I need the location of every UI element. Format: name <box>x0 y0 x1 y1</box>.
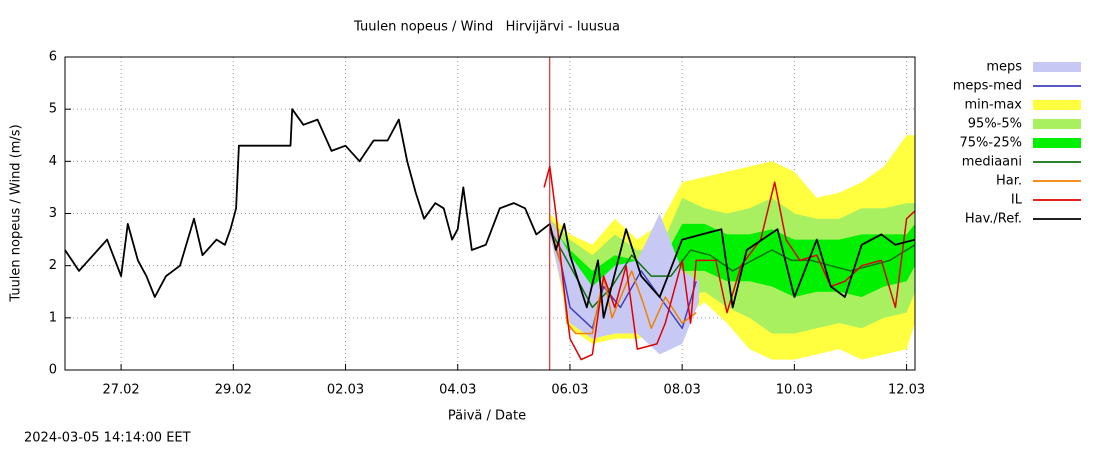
band-area <box>549 213 699 355</box>
legend-label: 75%-25% <box>960 136 1022 151</box>
x-tick-label: 29.02 <box>215 383 252 398</box>
y-tick-label: 3 <box>49 206 57 221</box>
timestamp: 2024-03-05 14:14:00 EET <box>24 431 191 446</box>
plot-frame <box>64 56 916 371</box>
legend-label: 95%-5% <box>968 117 1022 132</box>
y-tick-label: 0 <box>49 363 57 378</box>
legend-swatch <box>1033 62 1081 72</box>
chart-title: Tuulen nopeus / Wind Hirvijärvi - luusua <box>353 20 620 35</box>
legend-label: IL <box>1011 193 1023 208</box>
x-tick-label: 10.03 <box>776 383 813 398</box>
y-tick-label: 5 <box>49 102 57 117</box>
x-axis-label: Päivä / Date <box>448 409 526 424</box>
series-line <box>64 108 916 319</box>
y-tick-label: 1 <box>49 310 57 325</box>
legend-label: mediaani <box>962 155 1022 170</box>
x-tick-label: 08.03 <box>664 383 701 398</box>
legend-label: meps <box>986 60 1022 75</box>
series-line <box>543 165 916 361</box>
y-tick-label: 4 <box>49 154 57 169</box>
y-axis-label: Tuulen nopeus / Wind (m/s) <box>9 124 24 302</box>
legend-label: Hav./Ref. <box>965 212 1022 227</box>
legend-label: meps-med <box>953 79 1022 94</box>
legend-swatch <box>1033 138 1081 148</box>
y-tick-label: 6 <box>49 50 57 65</box>
x-tick-label: 02.03 <box>327 383 364 398</box>
series-line <box>549 228 697 330</box>
x-tick-label: 12.03 <box>888 383 925 398</box>
legend-label: min-max <box>964 98 1022 113</box>
legend-label: Har. <box>996 174 1022 189</box>
series-line <box>549 223 697 335</box>
x-tick-label: 27.02 <box>102 383 139 398</box>
x-tick-label: 04.03 <box>439 383 476 398</box>
y-tick-label: 2 <box>49 258 57 273</box>
legend-swatch <box>1033 100 1081 110</box>
legend-swatch <box>1033 119 1081 129</box>
x-tick-label: 06.03 <box>551 383 588 398</box>
